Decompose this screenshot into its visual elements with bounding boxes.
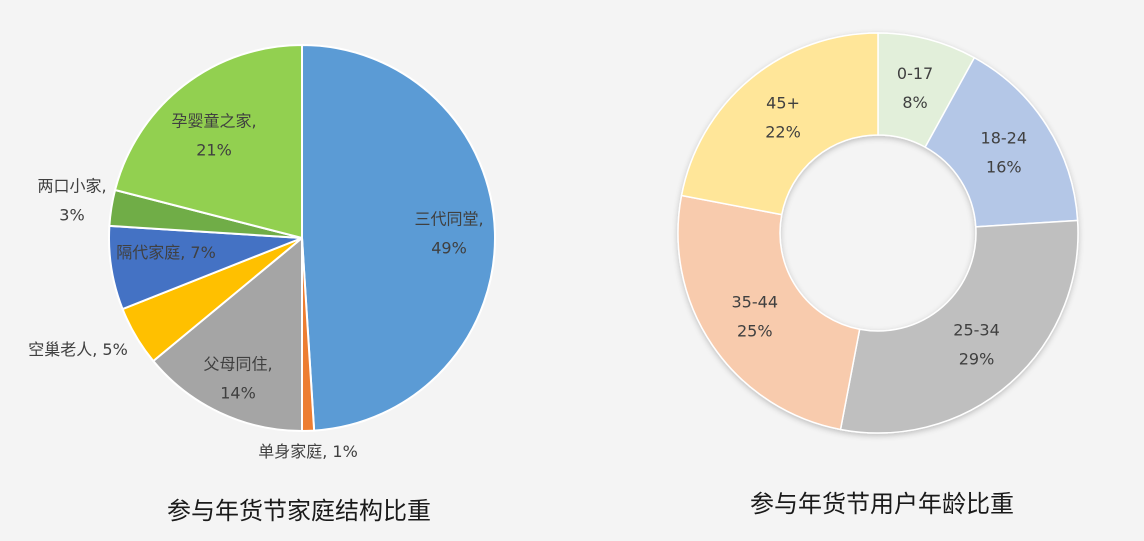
pie-slice-7 <box>113 43 303 240</box>
donut-label-18-24: 18-24 16% <box>981 129 1028 177</box>
donut-label-45: 45+ 22% <box>765 94 801 142</box>
donut-slice-18-24 <box>924 56 1079 228</box>
pie-slice-3 <box>151 235 303 433</box>
pie-label-1: 三代同堂, 49% <box>414 210 483 258</box>
age-donut-labels: 0-17 8% 18-24 16% 25-34 29% 35-44 25% 45+ 22% <box>732 64 1028 368</box>
age-donut <box>677 32 1079 434</box>
family-pie <box>108 43 496 433</box>
donut-slice-35-44 <box>677 194 861 431</box>
age-chart-title: 参与年货节用户年龄比重 <box>750 490 1014 518</box>
pie-label-6: 两口小家, 3% <box>37 177 106 225</box>
pie-label-2: 单身家庭, 1% <box>258 442 358 461</box>
donut-label-35-44: 35-44 25% <box>732 292 779 340</box>
pie-label-5: 隔代家庭, 7% <box>116 243 216 262</box>
pie-label-4: 空巢老人, 5% <box>28 340 128 359</box>
pie-slice-1 <box>301 43 496 432</box>
donut-label-0-17: 0-17 8% <box>897 64 933 112</box>
donut-slice-25-34 <box>839 219 1079 434</box>
pie-label-7: 孕婴童之家, 21% <box>171 112 256 160</box>
pie-label-3: 父母同住, 14% <box>203 355 272 403</box>
donut-label-25-34: 25-34 29% <box>953 320 1000 368</box>
family-pie-labels: 三代同堂, 49% 单身家庭, 1% 父母同住, 14% 空巢老人, 5% 隔代家庭, 7%… <box>28 112 483 462</box>
family-chart-title: 参与年货节家庭结构比重 <box>167 497 431 525</box>
donut-slice-45 <box>680 32 879 216</box>
